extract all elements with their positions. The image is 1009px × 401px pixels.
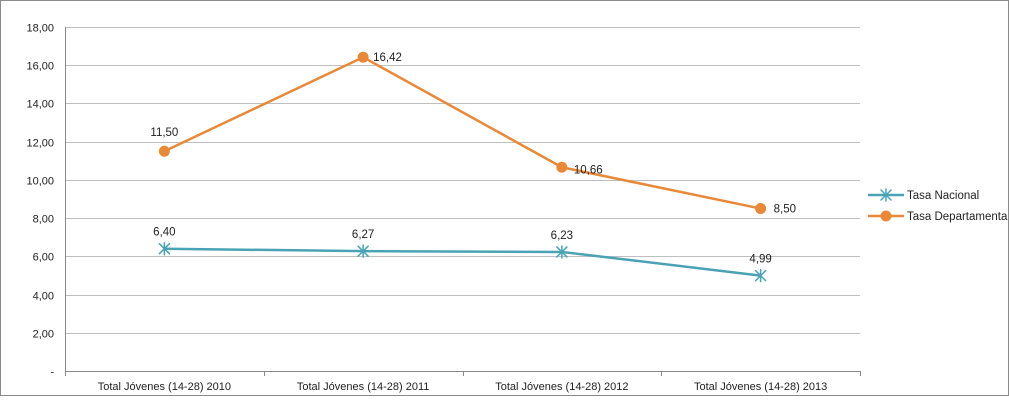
data-label: 6,40 [153, 227, 175, 239]
data-point-circle [556, 161, 568, 173]
data-point-asterisk [357, 244, 369, 258]
y-tick-label: 16,00 [26, 61, 54, 73]
data-point-asterisk [754, 268, 767, 283]
data-point-asterisk [158, 241, 171, 256]
series-tasa-nacional: 6,40 6,27 6,23 4,99 [153, 227, 772, 283]
data-point-circle [158, 145, 170, 157]
data-label: 8,50 [774, 204, 796, 216]
data-point-circle [880, 210, 892, 222]
data-point-circle [357, 51, 369, 63]
y-tick-label: - [50, 367, 54, 379]
y-tick-label: 8,00 [33, 214, 54, 226]
y-tick-label: 18,00 [26, 23, 54, 35]
data-label: 11,50 [150, 127, 178, 139]
series-tasa-departamenta: 11,50 16,42 10,66 8,50 [150, 51, 796, 216]
y-tick-label: 10,00 [26, 176, 54, 188]
y-tick-label: 6,00 [33, 252, 54, 264]
x-category-label: Total Jóvenes (14-28) 2013 [694, 381, 827, 393]
legend-label: Tasa Departamenta [907, 211, 1008, 223]
y-tick-label: 14,00 [26, 99, 54, 111]
data-point-asterisk [880, 188, 892, 202]
data-label: 16,42 [373, 52, 402, 64]
y-tick-label: 2,00 [33, 329, 54, 341]
legend-item: Tasa Departamenta [868, 210, 1008, 223]
legend-label: Tasa Nacional [907, 190, 979, 202]
data-point-circle [755, 203, 767, 215]
data-label: 4,99 [749, 254, 771, 266]
x-category-label: Total Jóvenes (14-28) 2011 [297, 381, 430, 393]
y-tick-label: 4,00 [33, 291, 54, 303]
y-tick-label: 12,00 [26, 138, 54, 150]
series-line [163, 55, 761, 210]
data-label: 10,66 [574, 164, 603, 176]
gridlines [65, 27, 860, 334]
data-point-asterisk [556, 245, 568, 259]
series-line [164, 247, 761, 277]
x-category-label: Total Jóvenes (14-28) 2012 [495, 381, 628, 393]
legend: Tasa Nacional Tasa Departamenta [868, 188, 1008, 223]
data-label: 6,23 [551, 230, 573, 242]
x-category-label: Total Jóvenes (14-28) 2010 [98, 381, 231, 393]
legend-item: Tasa Nacional [868, 188, 979, 202]
data-label: 6,27 [352, 229, 374, 241]
